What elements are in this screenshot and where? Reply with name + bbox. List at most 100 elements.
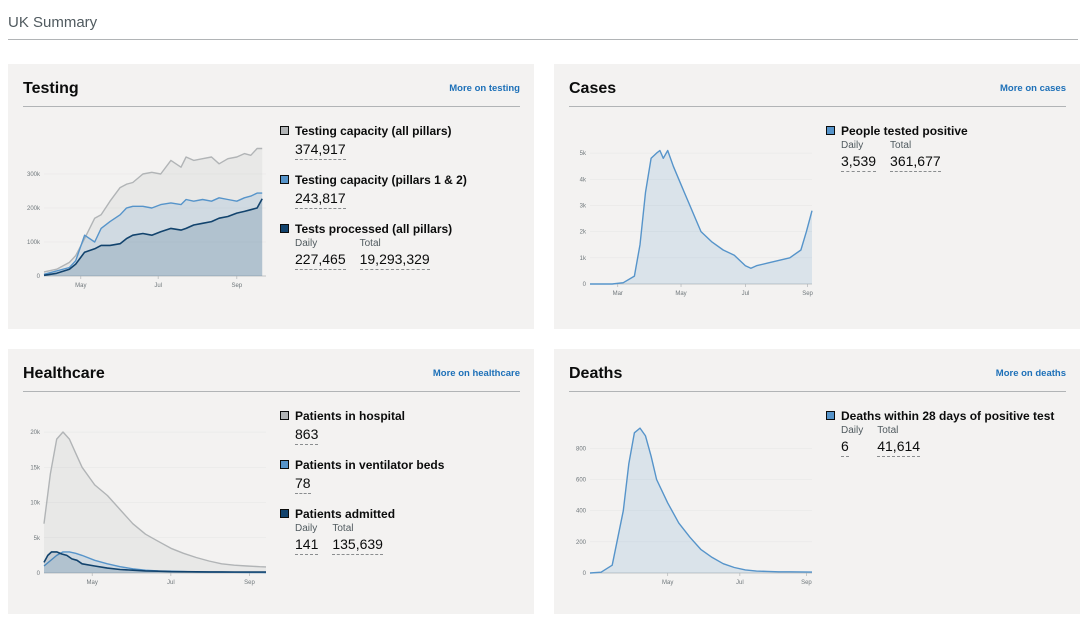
metric-people-tested-positive: People tested positive Daily 3,539 Total 3… — [826, 122, 1066, 172]
metric-value[interactable]: 243,817 — [295, 189, 346, 209]
divider — [569, 391, 1066, 392]
y-tick-label: 0 — [37, 571, 41, 577]
divider — [23, 106, 520, 107]
card-testing: Testing More on testing 0 100k 200k 300k May… — [8, 64, 534, 329]
legend-swatch-light-blue — [826, 411, 835, 420]
y-tick-label: 600 — [576, 478, 587, 484]
healthcare-metrics: Patients in hospital 863 Patients in ven… — [280, 407, 520, 566]
metric-label: Tests processed (all pillars) — [295, 222, 453, 236]
series-area — [44, 148, 263, 276]
total-label: Total — [359, 238, 381, 249]
y-tick-label: 5k — [580, 151, 587, 157]
y-tick-label: 200k — [27, 206, 41, 212]
x-tick-label: May — [75, 283, 86, 289]
metric-tests-processed: Tests processed (all pillars) Daily 227,4… — [280, 220, 520, 270]
series-area — [44, 198, 263, 276]
more-on-cases-link[interactable]: More on cases — [1000, 83, 1066, 94]
metric-deaths-28-days: Deaths within 28 days of positive test D… — [826, 407, 1066, 457]
series-area — [590, 150, 812, 284]
metric-label: Patients in ventilator beds — [295, 458, 445, 472]
y-tick-label: 800 — [576, 446, 587, 452]
y-tick-label: 5k — [34, 536, 41, 542]
legend-swatch-dark-blue — [280, 509, 289, 518]
y-tick-label: 400 — [576, 509, 587, 515]
y-tick-label: 0 — [583, 571, 587, 577]
total-value[interactable]: 19,293,329 — [359, 250, 430, 270]
daily-value[interactable]: 227,465 — [295, 250, 346, 270]
metric-patients-ventilator: Patients in ventilator beds 78 — [280, 456, 520, 494]
metric-label: Testing capacity (pillars 1 & 2) — [295, 173, 467, 187]
daily-label: Daily — [295, 523, 318, 534]
y-tick-label: 1k — [580, 256, 587, 262]
daily-label: Daily — [841, 425, 864, 436]
card-title: Cases — [569, 80, 617, 97]
metric-value[interactable]: 78 — [295, 474, 311, 494]
x-tick-label: Sep — [802, 291, 813, 297]
metric-label: Deaths within 28 days of positive test — [841, 409, 1055, 423]
y-tick-label: 0 — [37, 274, 41, 280]
more-on-deaths-link[interactable]: More on deaths — [995, 368, 1066, 379]
metric-label: Testing capacity (all pillars) — [295, 124, 452, 138]
metric-label: Patients admitted — [295, 507, 396, 521]
divider — [569, 106, 1066, 107]
daily-value[interactable]: 6 — [841, 437, 849, 457]
y-tick-label: 200 — [576, 540, 587, 546]
y-tick-label: 15k — [30, 465, 41, 471]
y-tick-label: 20k — [30, 430, 41, 436]
legend-swatch-grey — [280, 126, 289, 135]
metric-patients-admitted: Patients admitted Daily 141 Total 135,639 — [280, 505, 520, 555]
metric-label: People tested positive — [841, 124, 968, 138]
card-title: Deaths — [569, 365, 623, 382]
x-tick-label: Jul — [154, 283, 162, 289]
card-healthcare: Healthcare More on healthcare 0 5k 10k 15k 2… — [8, 349, 534, 614]
card-deaths: Deaths More on deaths 0 200 400 600 800 May Ju… — [554, 349, 1080, 614]
x-tick-label: May — [662, 580, 673, 586]
series-line — [43, 431, 267, 568]
testing-metrics: Testing capacity (all pillars) 374,917 T… — [280, 122, 520, 281]
metric-patients-in-hospital: Patients in hospital 863 — [280, 407, 520, 445]
x-tick-label: May — [87, 580, 98, 586]
series-area — [44, 551, 266, 573]
total-label: Total — [877, 425, 899, 436]
y-tick-label: 2k — [580, 230, 587, 236]
x-tick-label: Jul — [736, 580, 744, 586]
y-tick-label: 0 — [583, 282, 587, 288]
legend-swatch-light-blue — [280, 460, 289, 469]
divider — [23, 391, 520, 392]
x-tick-label: Sep — [231, 283, 242, 289]
total-value[interactable]: 361,677 — [890, 152, 941, 172]
x-tick-label: May — [675, 291, 686, 297]
card-title: Testing — [23, 80, 79, 97]
card-cases: Cases More on cases 0 1k 2k 3k 4k 5k Mar May Jul… — [554, 64, 1080, 329]
healthcare-chart: 0 5k 10k 15k 20k May Jul Sep — [30, 430, 267, 586]
y-tick-label: 300k — [27, 172, 41, 178]
deaths-chart: 0 200 400 600 800 May Jul Sep — [576, 427, 812, 586]
x-tick-label: Jul — [742, 291, 750, 297]
deaths-metrics: Deaths within 28 days of positive test D… — [826, 407, 1066, 468]
more-on-testing-link[interactable]: More on testing — [449, 83, 520, 94]
series-area — [44, 551, 266, 573]
x-tick-label: Jul — [167, 580, 175, 586]
daily-value[interactable]: 141 — [295, 535, 319, 555]
more-on-healthcare-link[interactable]: More on healthcare — [432, 368, 520, 379]
metric-testing-capacity-all: Testing capacity (all pillars) 374,917 — [280, 122, 520, 160]
metric-value[interactable]: 863 — [295, 425, 319, 445]
series-line — [43, 551, 266, 573]
cases-chart: 0 1k 2k 3k 4k 5k Mar May Jul Sep — [580, 149, 814, 297]
series-area — [590, 428, 812, 573]
y-tick-label: 3k — [580, 203, 587, 209]
daily-label: Daily — [295, 238, 318, 249]
metric-testing-capacity-pillars: Testing capacity (pillars 1 & 2) 243,817 — [280, 171, 520, 209]
total-value[interactable]: 41,614 — [877, 437, 921, 457]
y-tick-label: 4k — [580, 177, 587, 183]
legend-swatch-light-blue — [280, 175, 289, 184]
x-tick-label: Sep — [244, 580, 255, 586]
legend-swatch-dark-blue — [280, 224, 289, 233]
daily-value[interactable]: 3,539 — [841, 152, 877, 172]
cases-metrics: People tested positive Daily 3,539 Total 3… — [826, 122, 1066, 183]
metric-value[interactable]: 374,917 — [295, 140, 346, 160]
total-label: Total — [332, 523, 354, 534]
total-value[interactable]: 135,639 — [332, 535, 383, 555]
testing-chart: 0 100k 200k 300k May Jul Sep — [27, 147, 266, 289]
total-label: Total — [890, 140, 912, 151]
